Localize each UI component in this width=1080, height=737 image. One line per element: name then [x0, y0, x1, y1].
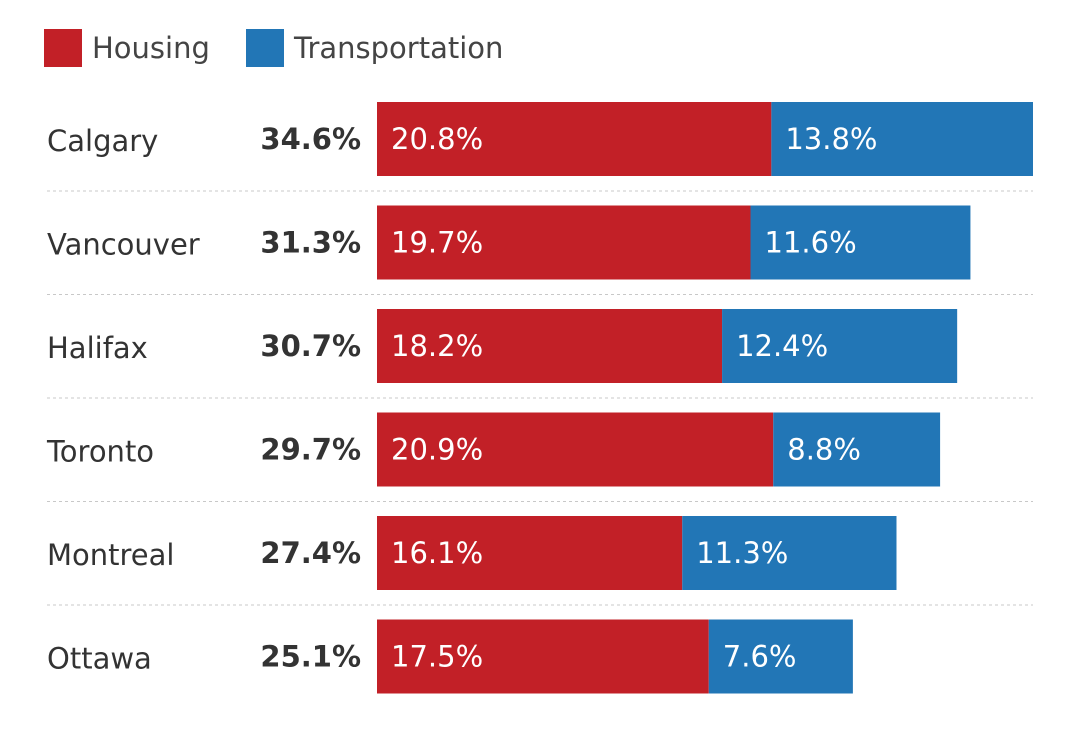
legend-item-housing: Housing: [44, 29, 210, 67]
total-label-toronto: 29.7%: [260, 433, 361, 467]
total-label-montreal: 27.4%: [260, 536, 361, 570]
total-label-halifax: 30.7%: [260, 329, 361, 363]
chart-rows: Calgary 34.6% 20.8% 13.8% Vancouver 31.3% 19.7…: [46, 102, 1033, 694]
chart-row-montreal: Montreal 27.4% 16.1% 11.3%: [47, 516, 1033, 606]
bar-transportation-calgary: [771, 102, 1033, 176]
bar-housing-toronto: [377, 412, 774, 487]
data-label-housing-calgary: 20.8%: [391, 122, 483, 156]
bar-housing-montreal: [377, 516, 683, 590]
bar-housing-calgary: [377, 102, 772, 176]
data-label-transportation-montreal: 11.3%: [696, 536, 788, 570]
category-label-calgary: Calgary: [47, 124, 158, 158]
chart-row-toronto: Toronto 29.7% 20.9% 8.8%: [46, 412, 1033, 502]
category-label-toronto: Toronto: [46, 435, 154, 469]
data-label-transportation-halifax: 12.4%: [736, 329, 828, 363]
total-label-vancouver: 31.3%: [260, 226, 361, 260]
data-label-housing-vancouver: 19.7%: [391, 226, 483, 260]
data-label-housing-halifax: 18.2%: [391, 329, 483, 363]
legend: Housing Transportation: [44, 29, 503, 67]
data-label-housing-toronto: 20.9%: [391, 433, 483, 467]
category-label-vancouver: Vancouver: [47, 228, 200, 262]
bar-housing-ottawa: [377, 619, 709, 694]
bar-transportation-montreal: [682, 516, 897, 590]
bar-transportation-ottawa: [708, 619, 853, 694]
category-label-montreal: Montreal: [47, 538, 174, 572]
bar-transportation-vancouver: [750, 205, 971, 280]
data-label-transportation-ottawa: 7.6%: [723, 640, 797, 674]
legend-label-housing: Housing: [92, 31, 210, 65]
bar-housing-vancouver: [377, 205, 751, 280]
bar-transportation-halifax: [722, 309, 958, 383]
legend-item-transportation: Transportation: [246, 29, 503, 67]
legend-label-transportation: Transportation: [293, 31, 503, 65]
bar-housing-halifax: [377, 309, 723, 383]
total-label-ottawa: 25.1%: [260, 640, 361, 674]
data-label-transportation-calgary: 13.8%: [785, 122, 877, 156]
category-label-ottawa: Ottawa: [47, 642, 152, 676]
data-label-transportation-vancouver: 11.6%: [765, 226, 857, 260]
data-label-housing-montreal: 16.1%: [391, 536, 483, 570]
chart-row-calgary: Calgary 34.6% 20.8% 13.8%: [47, 102, 1033, 192]
legend-swatch-housing: [44, 29, 82, 67]
legend-swatch-transportation: [246, 29, 284, 67]
chart-row-ottawa: Ottawa 25.1% 17.5% 7.6%: [47, 619, 853, 694]
chart-row-halifax: Halifax 30.7% 18.2% 12.4%: [47, 309, 1033, 399]
data-label-housing-ottawa: 17.5%: [391, 640, 483, 674]
data-label-transportation-toronto: 8.8%: [787, 433, 861, 467]
total-label-calgary: 34.6%: [260, 122, 361, 156]
chart-row-vancouver: Vancouver 31.3% 19.7% 11.6%: [47, 205, 1033, 295]
bar-transportation-toronto: [773, 412, 941, 487]
category-label-halifax: Halifax: [47, 331, 148, 365]
